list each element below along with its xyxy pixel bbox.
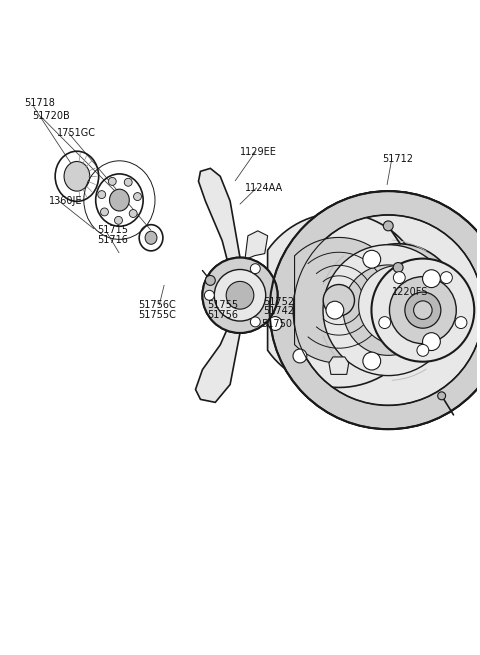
Circle shape xyxy=(417,345,429,356)
Polygon shape xyxy=(195,327,240,402)
Circle shape xyxy=(129,210,137,217)
Text: 51755C: 51755C xyxy=(138,310,176,320)
Circle shape xyxy=(124,178,132,186)
Text: 51712: 51712 xyxy=(383,154,413,164)
Circle shape xyxy=(394,272,405,284)
Circle shape xyxy=(214,269,266,321)
Text: 1360JE: 1360JE xyxy=(49,196,83,206)
Circle shape xyxy=(363,352,381,370)
Circle shape xyxy=(323,284,355,316)
Circle shape xyxy=(379,316,391,329)
Polygon shape xyxy=(245,231,268,259)
Text: 1129EE: 1129EE xyxy=(240,147,277,157)
Circle shape xyxy=(226,282,254,309)
Circle shape xyxy=(251,264,260,274)
Text: 51752: 51752 xyxy=(263,297,294,307)
Text: 51715: 51715 xyxy=(97,225,129,235)
Circle shape xyxy=(343,265,433,356)
Circle shape xyxy=(372,259,474,362)
Ellipse shape xyxy=(64,162,90,191)
Text: 51755: 51755 xyxy=(207,300,238,310)
Polygon shape xyxy=(295,237,401,363)
Text: 51716: 51716 xyxy=(97,235,129,245)
Circle shape xyxy=(214,269,266,321)
Circle shape xyxy=(108,178,116,185)
Circle shape xyxy=(268,316,282,331)
Text: 51718: 51718 xyxy=(24,98,55,109)
Text: 51756: 51756 xyxy=(207,310,238,320)
Circle shape xyxy=(363,250,381,268)
Circle shape xyxy=(405,292,441,328)
Circle shape xyxy=(100,208,108,216)
Circle shape xyxy=(98,191,106,198)
Circle shape xyxy=(205,276,216,286)
Circle shape xyxy=(455,316,467,329)
Circle shape xyxy=(384,221,393,231)
Circle shape xyxy=(359,265,438,345)
Circle shape xyxy=(226,282,254,309)
Circle shape xyxy=(203,257,277,333)
Circle shape xyxy=(438,392,445,400)
Ellipse shape xyxy=(145,231,157,244)
Circle shape xyxy=(361,283,416,337)
Text: 1220FS: 1220FS xyxy=(392,287,428,297)
Circle shape xyxy=(323,245,454,375)
Text: 51750: 51750 xyxy=(261,319,292,329)
Wedge shape xyxy=(270,191,480,429)
Polygon shape xyxy=(267,213,426,388)
Circle shape xyxy=(204,290,214,300)
Text: 51742: 51742 xyxy=(263,307,294,316)
Circle shape xyxy=(270,191,480,429)
Text: 1751GC: 1751GC xyxy=(57,128,96,138)
Circle shape xyxy=(326,301,344,319)
Polygon shape xyxy=(329,357,349,375)
Circle shape xyxy=(393,263,403,272)
Circle shape xyxy=(115,216,122,224)
Wedge shape xyxy=(337,244,459,367)
Circle shape xyxy=(414,301,432,320)
Polygon shape xyxy=(199,168,240,263)
Circle shape xyxy=(203,257,277,333)
Circle shape xyxy=(251,317,260,327)
Circle shape xyxy=(441,272,452,284)
Circle shape xyxy=(422,333,440,350)
Circle shape xyxy=(133,193,142,200)
Ellipse shape xyxy=(109,189,129,211)
Circle shape xyxy=(376,284,420,327)
Circle shape xyxy=(372,293,405,327)
Polygon shape xyxy=(270,278,304,313)
Text: 1124AA: 1124AA xyxy=(245,183,283,193)
Text: 51720B: 51720B xyxy=(32,111,70,121)
Circle shape xyxy=(389,276,456,344)
Circle shape xyxy=(293,349,307,363)
Circle shape xyxy=(422,270,440,288)
Text: 51756C: 51756C xyxy=(138,300,176,310)
